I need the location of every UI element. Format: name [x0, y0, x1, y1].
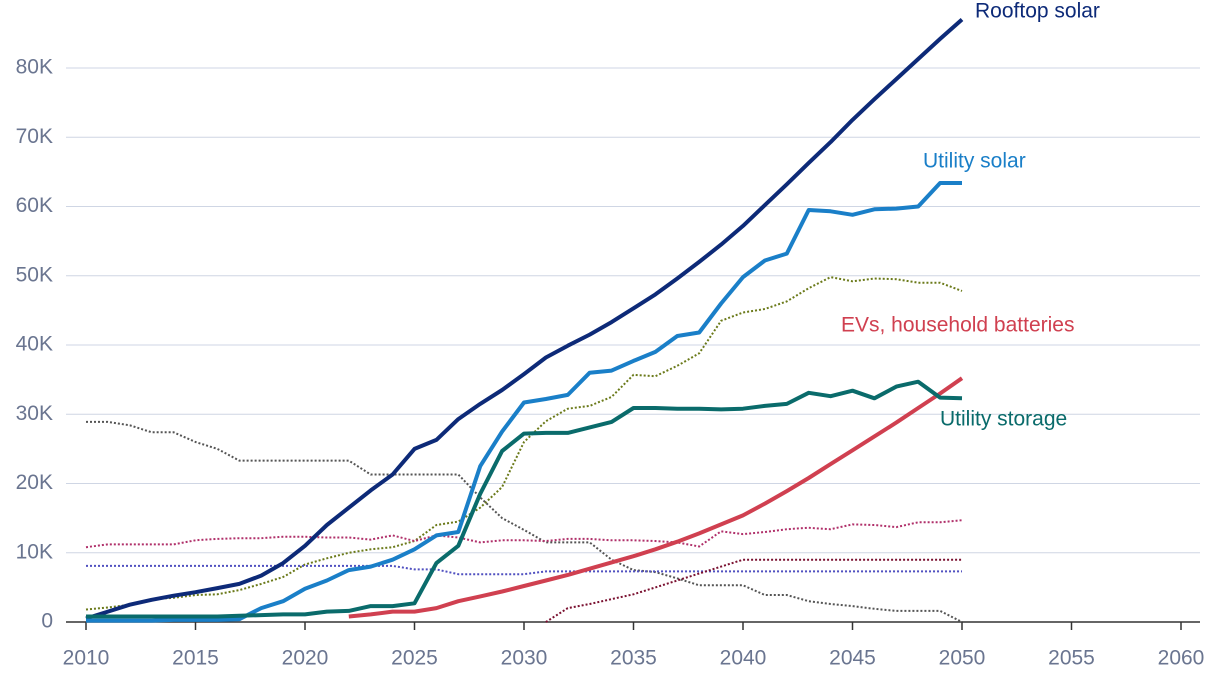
- y-tick-label: 60K: [16, 194, 53, 217]
- x-tick-label: 2010: [63, 647, 110, 670]
- dotted-line: [545, 558, 962, 623]
- x-tick-label: 2050: [939, 647, 986, 670]
- dotted-line: [86, 564, 962, 576]
- y-tick-label: 50K: [16, 263, 53, 286]
- y-tick-label: 0: [41, 610, 53, 633]
- y-tick-label: 30K: [16, 402, 53, 425]
- x-tick-label: 2020: [282, 647, 329, 670]
- series-label: Utility solar: [923, 150, 1026, 173]
- y-tick-label: 40K: [16, 333, 53, 356]
- series-label: Utility storage: [940, 408, 1067, 431]
- dotted-line: [86, 420, 963, 623]
- series-label: EVs, household batteries: [841, 314, 1074, 337]
- line: [85, 18, 964, 621]
- x-tick-label: 2025: [391, 647, 438, 670]
- y-tick-label: 70K: [16, 125, 53, 148]
- x-tick-label: 2045: [829, 647, 876, 670]
- dotted-line: [85, 276, 963, 611]
- x-tick-label: 2035: [610, 647, 657, 670]
- x-tick-label: 2015: [172, 647, 219, 670]
- x-tick-label: 2060: [1158, 647, 1205, 670]
- series-label: Rooftop solar: [975, 0, 1100, 23]
- line: [86, 181, 962, 623]
- line: [86, 379, 963, 619]
- x-tick-label: 2040: [720, 647, 767, 670]
- y-tick-label: 10K: [16, 540, 53, 563]
- line: [348, 376, 964, 619]
- x-tick-label: 2030: [501, 647, 548, 670]
- dotted-line: [85, 519, 963, 549]
- y-tick-label: 80K: [16, 56, 53, 79]
- x-tick-label: 2055: [1048, 647, 1095, 670]
- y-tick-label: 20K: [16, 471, 53, 494]
